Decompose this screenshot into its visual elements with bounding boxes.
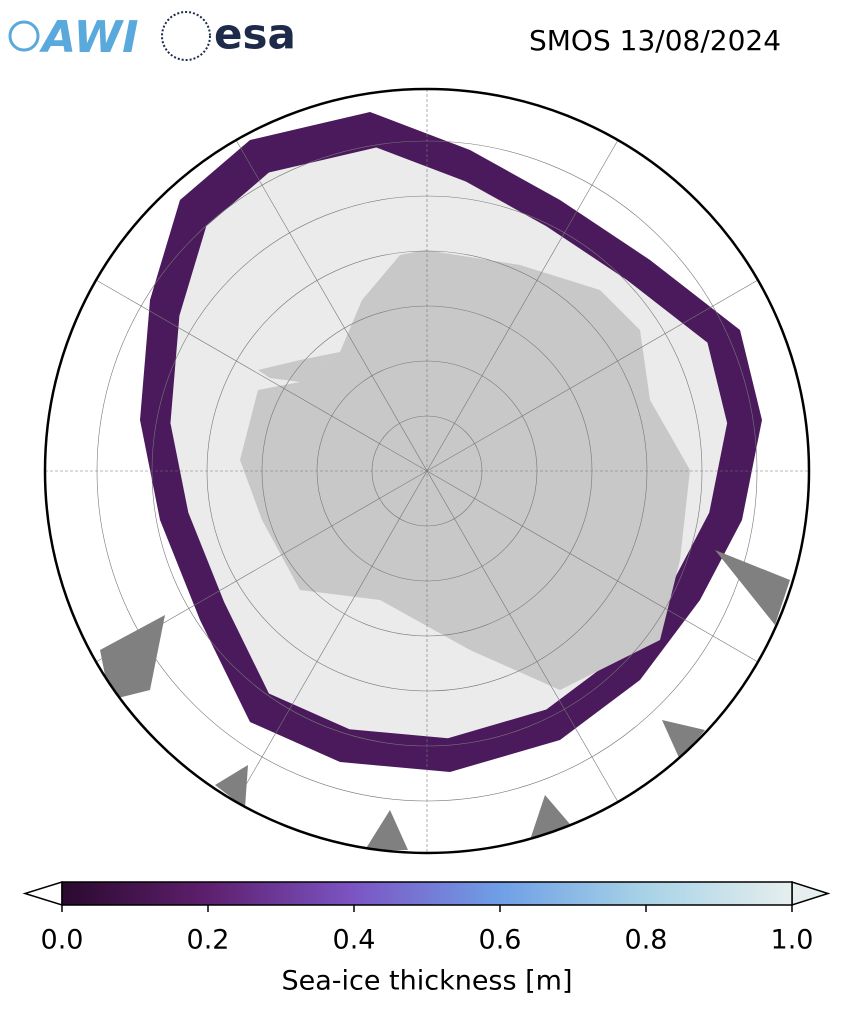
map-frame: [43, 87, 811, 855]
graticule: [45, 89, 809, 853]
tick-label: 0.6: [479, 925, 522, 956]
tick-label: 0.8: [625, 925, 668, 956]
extend-low: [22, 880, 63, 907]
tick-label: 0.2: [187, 925, 230, 956]
esa-text: esa: [214, 10, 296, 59]
colorbar-label: Sea-ice thickness [m]: [281, 966, 572, 997]
extend-high: [791, 880, 831, 907]
awi-logo: AWI: [8, 12, 139, 63]
title: SMOS 13/08/2024: [529, 24, 781, 57]
colorbar-ramp: [61, 881, 793, 906]
esa-logo: esa: [161, 10, 296, 61]
tick-label: 0.0: [41, 925, 84, 956]
colorbar: 0.0 0.2 0.4 0.6 0.8 1.0: [22, 880, 831, 956]
tick-label: 1.0: [771, 925, 814, 956]
awi-text: AWI: [39, 12, 139, 63]
icebergs: [100, 550, 790, 850]
antarctica: [240, 250, 690, 690]
tick-label: 0.4: [333, 925, 376, 956]
map: [45, 89, 809, 853]
